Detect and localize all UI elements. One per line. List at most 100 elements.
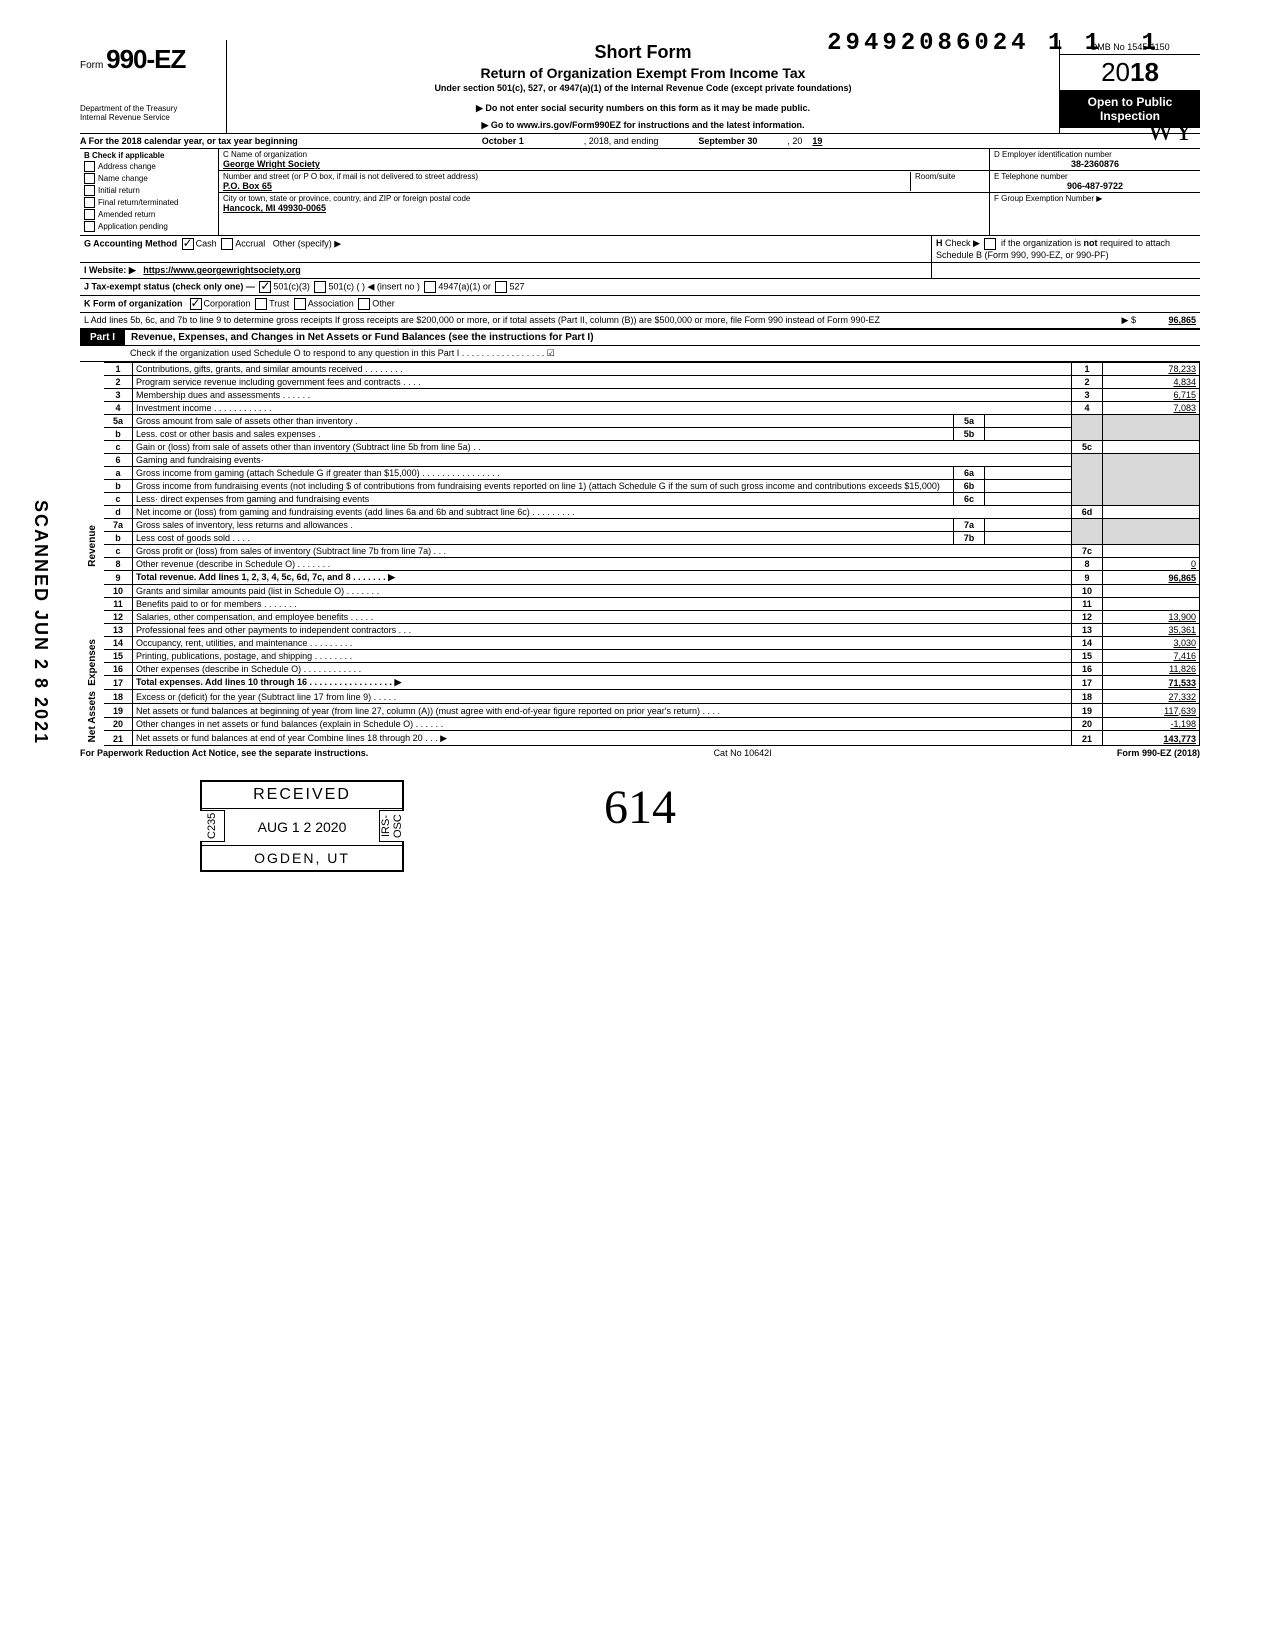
table-row: a Gross income from gaming (attach Sched… (80, 467, 1200, 480)
org-name-row: C Name of organization George Wright Soc… (219, 149, 989, 171)
document-id: 29492086024 1 1 1 (827, 30, 1160, 57)
table-row: 9 Total revenue. Add lines 1, 2, 3, 4, 5… (80, 571, 1200, 585)
chk-final-return[interactable]: Final return/terminated (84, 197, 214, 208)
page-footer: For Paperwork Reduction Act Notice, see … (80, 746, 1200, 760)
netassets-label: Net Assets (87, 691, 98, 742)
handwritten-number: 614 (604, 780, 676, 835)
line-a-endyear: 19 (812, 136, 822, 146)
scanned-stamp: SCANNED JUN 2 8 2021 (30, 500, 51, 745)
table-row: 12 Salaries, other compensation, and emp… (80, 611, 1200, 624)
table-row: d Net income or (loss) from gaming and f… (80, 506, 1200, 519)
chk-other-org[interactable] (358, 298, 370, 310)
table-row: c Gross profit or (loss) from sales of i… (80, 545, 1200, 558)
table-row: 2 Program service revenue including gove… (80, 376, 1200, 389)
checkbox-icon (84, 221, 95, 232)
checkbox-icon (84, 197, 95, 208)
table-row: b Gross income from fundraising events (… (80, 480, 1200, 493)
chk-name-change[interactable]: Name change (84, 173, 214, 184)
part1-header: Part I Revenue, Expenses, and Changes in… (80, 329, 1200, 346)
table-row: Revenue 1 Contributions, gifts, grants, … (80, 363, 1200, 376)
section-c: C Name of organization George Wright Soc… (219, 149, 990, 235)
received-stamp: RECEIVED C235 AUG 1 2 2020 IRS-OSC OGDEN… (200, 780, 404, 872)
ein-label: D Employer identification number (994, 150, 1196, 159)
table-row: 7a Gross sales of inventory, less return… (80, 519, 1200, 532)
go-line: ▶ Go to www.irs.gov/Form990EZ for instru… (233, 120, 1053, 131)
section-b: B Check if applicable Address change Nam… (80, 149, 219, 235)
ein-row: D Employer identification number 38-2360… (990, 149, 1200, 171)
table-row: Expenses 10 Grants and similar amounts p… (80, 585, 1200, 598)
warn-line: ▶ Do not enter social security numbers o… (233, 103, 1053, 114)
stamp-right-code: IRS-OSC (379, 810, 404, 842)
form-prefix: Form (80, 60, 103, 71)
chk-corp[interactable] (190, 298, 202, 310)
chk-527[interactable] (495, 281, 507, 293)
chk-amended[interactable]: Amended return (84, 209, 214, 220)
table-row: b Less cost of goods sold . . . . 7b (80, 532, 1200, 545)
chk-501c3[interactable] (259, 281, 271, 293)
part1-badge: Part I (80, 330, 125, 345)
received-date: AUG 1 2 2020 (202, 809, 402, 845)
chk-accrual[interactable] (221, 238, 233, 250)
chk-4947[interactable] (424, 281, 436, 293)
street-row: Number and street (or P O box, if mail i… (219, 171, 989, 193)
chk-sched-b[interactable] (984, 238, 996, 250)
table-row: 19 Net assets or fund balances at beginn… (80, 703, 1200, 717)
street-label: Number and street (or P O box, if mail i… (223, 172, 910, 181)
city-row: City or town, state or province, country… (219, 193, 989, 214)
line-h: H Check ▶ if the organization is not req… (932, 236, 1200, 262)
org-name: George Wright Society (223, 159, 985, 169)
table-row: 5a Gross amount from sale of assets othe… (80, 415, 1200, 428)
group-exempt-row: F Group Exemption Number ▶ (990, 193, 1200, 204)
line-l: L Add lines 5b, 6c, and 7b to line 9 to … (80, 313, 1200, 329)
line-l-value: 96,865 (1168, 315, 1196, 325)
checkbox-icon (84, 185, 95, 196)
phone-label: E Telephone number (994, 172, 1196, 181)
handwritten-initial: WY (1147, 116, 1194, 148)
line-l-text: L Add lines 5b, 6c, and 7b to line 9 to … (84, 315, 1046, 326)
expenses-label: Expenses (87, 639, 98, 686)
table-row: 3 Membership dues and assessments . . . … (80, 389, 1200, 402)
table-row: 8 Other revenue (describe in Schedule O)… (80, 558, 1200, 571)
chk-app-pending[interactable]: Application pending (84, 221, 214, 232)
line-i-row: I Website: ▶ https://www.georgewrightsoc… (80, 263, 1200, 279)
city-label: City or town, state or province, country… (223, 194, 985, 203)
line-k: K Form of organization Corporation Trust… (80, 296, 1200, 313)
chk-assoc[interactable] (294, 298, 306, 310)
table-row: c Less· direct expenses from gaming and … (80, 493, 1200, 506)
table-row: 4 Investment income . . . . . . . . . . … (80, 402, 1200, 415)
table-row: 13 Professional fees and other payments … (80, 624, 1200, 637)
chk-address-change[interactable]: Address change (84, 161, 214, 172)
part1-check-o: Check if the organization used Schedule … (80, 346, 1200, 362)
stamp-left-code: C235 (200, 810, 225, 842)
footer-right: Form 990-EZ (2018) (1117, 748, 1200, 758)
tax-year: 2018 (1060, 55, 1200, 91)
website-value: https://www.georgewrightsociety.org (143, 265, 301, 275)
table-row: 20 Other changes in net assets or fund b… (80, 717, 1200, 731)
table-row: 11 Benefits paid to or for members . . .… (80, 598, 1200, 611)
checkbox-icon (84, 209, 95, 220)
identity-block: B Check if applicable Address change Nam… (80, 149, 1200, 236)
table-row: 16 Other expenses (describe in Schedule … (80, 663, 1200, 676)
received-location: OGDEN, UT (202, 845, 402, 870)
line-a-begin: October 1 (482, 136, 524, 146)
ein-value: 38-2360876 (994, 159, 1196, 169)
city-value: Hancock, MI 49930-0065 (223, 203, 985, 213)
chk-501c[interactable] (314, 281, 326, 293)
line-a: A For the 2018 calendar year, or tax yea… (80, 134, 1200, 149)
table-row: 6 Gaming and fundraising events· (80, 454, 1200, 467)
received-label: RECEIVED (202, 782, 402, 809)
line-gh: G Accounting Method Cash Accrual Other (… (80, 236, 1200, 263)
doc-id-trail: 1 (1142, 30, 1160, 57)
checkbox-icon (84, 173, 95, 184)
checkbox-icon (84, 161, 95, 172)
chk-trust[interactable] (255, 298, 267, 310)
doc-id-main: 29492086024 1 1 (827, 30, 1103, 57)
table-row: b Less. cost or other basis and sales ex… (80, 428, 1200, 441)
stamp-area: RECEIVED C235 AUG 1 2 2020 IRS-OSC OGDEN… (80, 780, 1200, 872)
table-row: 21 Net assets or fund balances at end of… (80, 731, 1200, 746)
org-name-label: C Name of organization (223, 150, 985, 159)
line-a-end-month: September 30 (698, 136, 757, 146)
chk-initial-return[interactable]: Initial return (84, 185, 214, 196)
line-i: I Website: ▶ https://www.georgewrightsoc… (80, 263, 932, 278)
chk-cash[interactable] (182, 238, 194, 250)
